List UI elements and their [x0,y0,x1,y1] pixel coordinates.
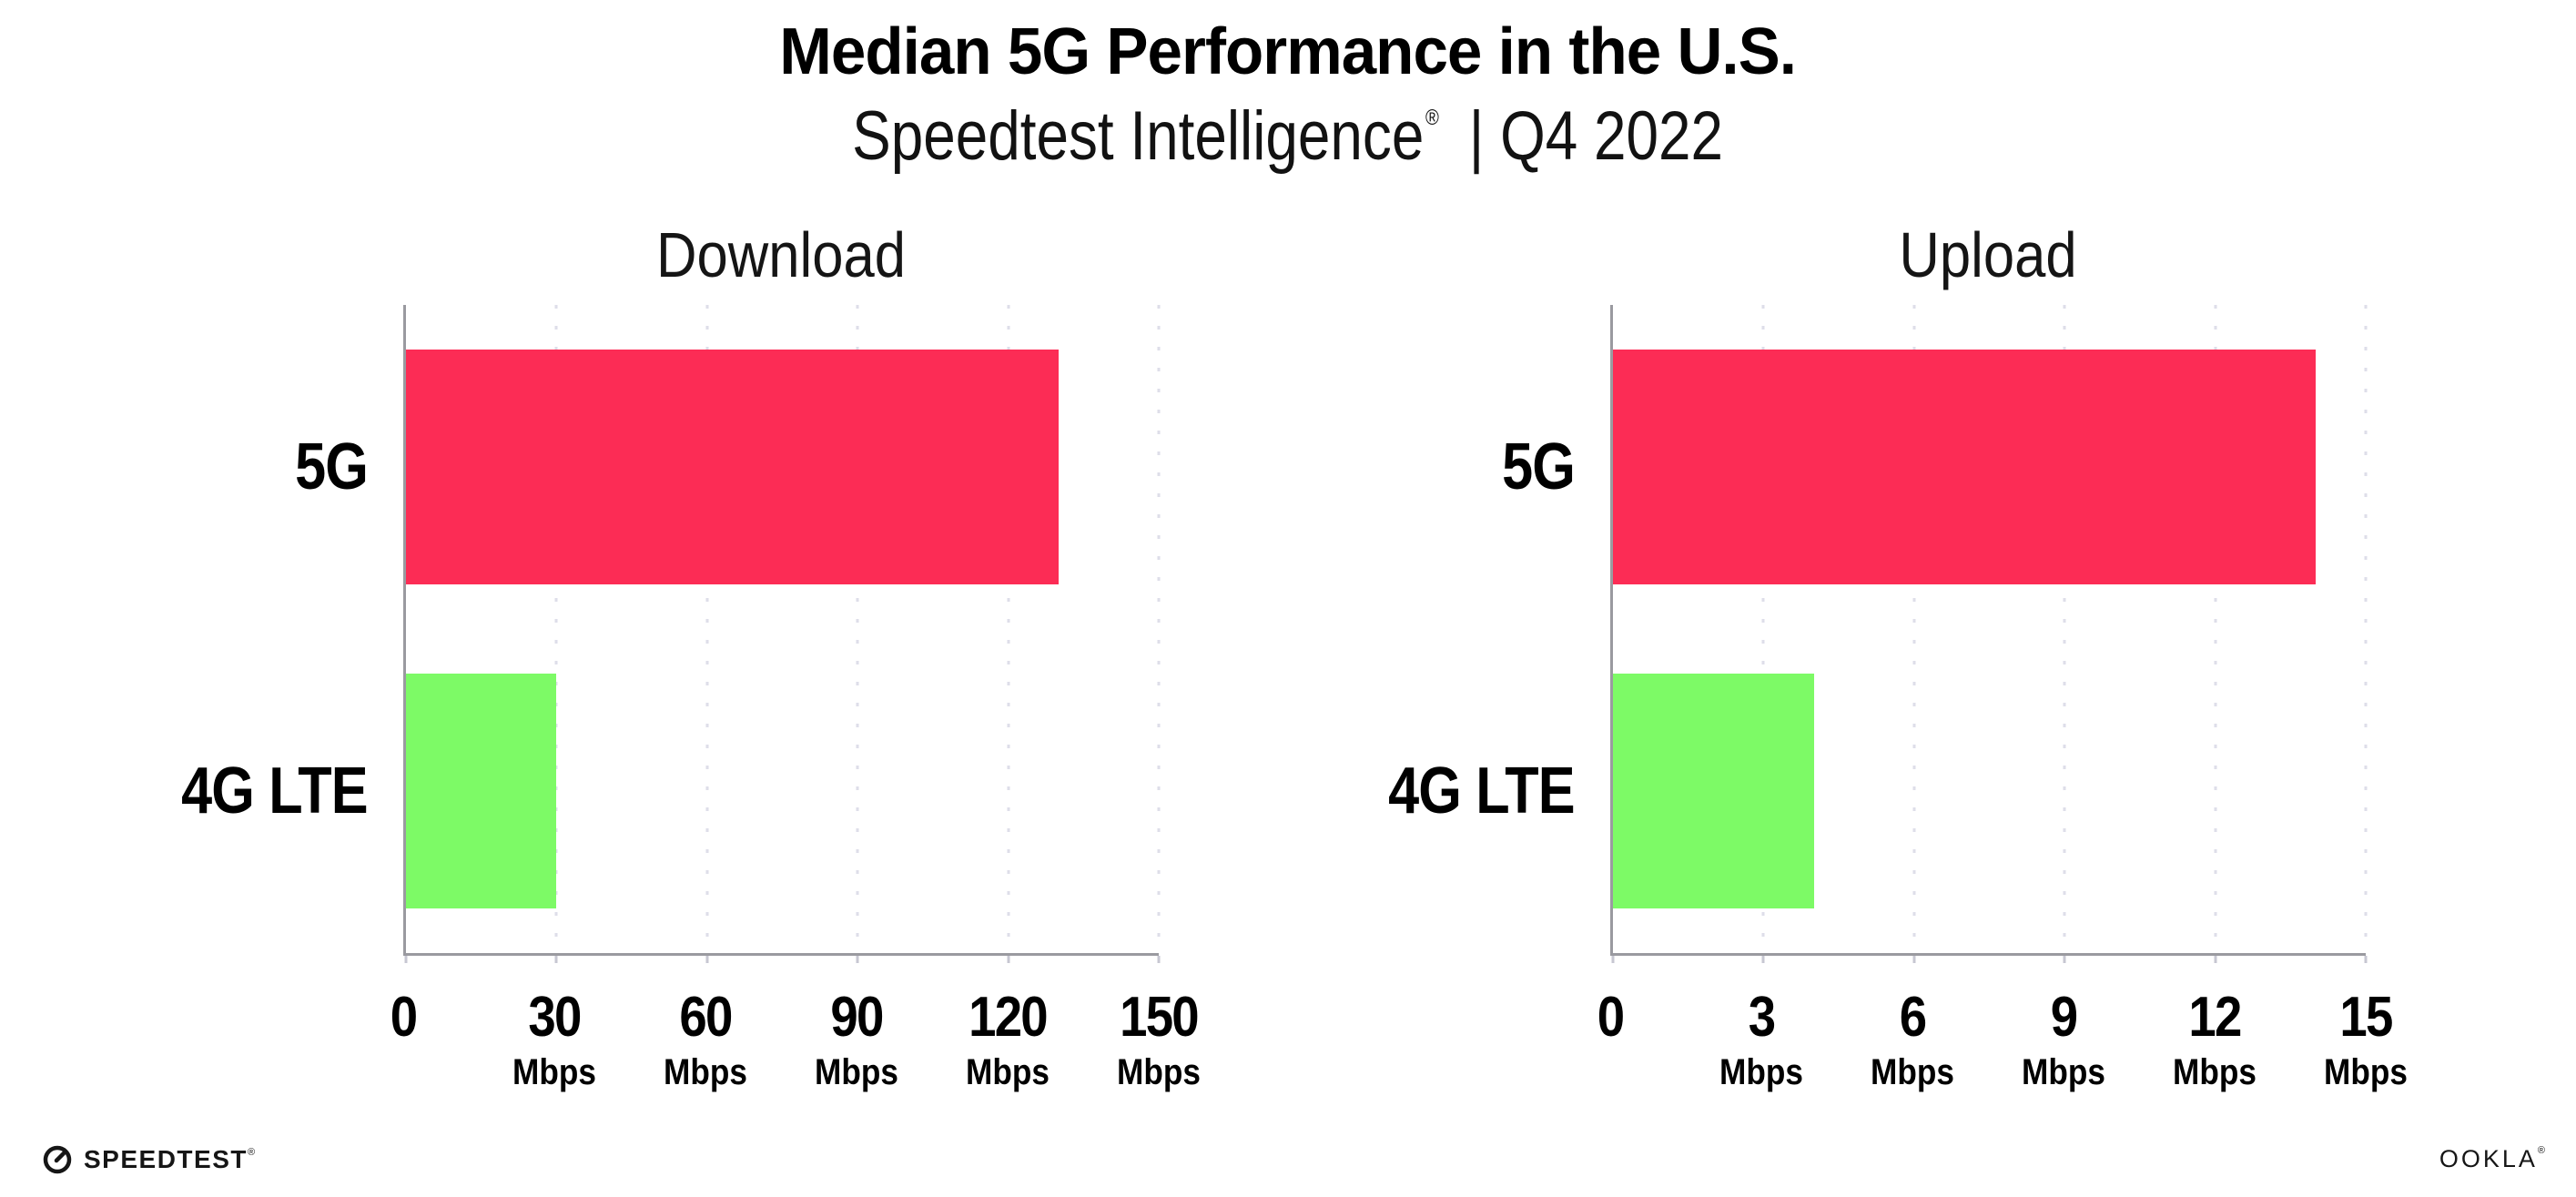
x-tick-value: 6 [1899,986,1927,1049]
upload-chart: Upload 5G 4G LTE 0 3 Mbps 6 Mbps 9 Mbps 12 Mbps 15… [1388,218,2408,1129]
x-tick-value: 90 [830,986,884,1049]
speedtest-gauge-icon [43,1145,72,1174]
x-tick-label-60: 60 Mbps [664,988,747,1090]
x-tick-unit: Mbps [1719,1052,1803,1093]
ookla-registered-mark: ® [2537,1145,2545,1156]
gridline-120 [1007,305,1010,953]
x-tick-label-150: 150 Mbps [1117,988,1201,1090]
page-title: Median 5G Performance in the U.S. [0,15,2576,89]
gridline-6 [1912,305,1916,953]
download-plot-area: 5G 4G LTE [181,305,1161,963]
x-tick-value: 15 [2339,986,2393,1049]
tick-mark-9 [2063,956,2066,963]
x-tick-unit: Mbps [664,1052,747,1093]
tick-mark-3 [1761,956,1765,963]
gridline-15 [2364,305,2368,953]
x-tick-label-6: 6 Mbps [1871,988,1954,1090]
x-tick-unit: Mbps [1117,1052,1201,1093]
speedtest-logo: SPEEDTEST® [42,1144,255,1175]
x-tick-label-15: 15 Mbps [2324,988,2408,1090]
gridline-3 [1761,305,1765,953]
tick-mark-150 [1157,956,1161,963]
x-tick-value: 12 [2188,986,2242,1049]
x-tick-label-12: 12 Mbps [2173,988,2257,1090]
upload-x-axis-labels: 0 3 Mbps 6 Mbps 9 Mbps 12 Mbps 15 Mbps [1597,988,2408,1124]
gridline-12 [2214,305,2217,953]
x-tick-value: 9 [2050,986,2078,1049]
bar-5g [406,350,1059,584]
speedtest-wordmark: SPEEDTEST [84,1145,248,1173]
tick-mark-0 [1611,956,1615,963]
page-title-text: Median 5G Performance in the U.S. [779,15,1798,88]
x-tick-label-120: 120 Mbps [966,988,1050,1090]
x-tick-unit: Mbps [1871,1052,1954,1093]
download-chart: Download 5G 4G LTE 0 30 Mbps 60 Mbps 90 Mbps 120… [181,218,1201,1129]
tick-mark-90 [856,956,859,963]
ookla-logo: OOKLA ® [2439,1145,2545,1173]
x-tick-label-0: 0 [390,986,418,1049]
tick-mark-30 [554,956,558,963]
x-tick-value: 120 [969,986,1049,1049]
subtitle-brand: Speedtest Intelligence [852,97,1425,175]
gridline-60 [705,305,709,953]
bar-4g-lte [1613,674,1814,908]
registered-trademark-icon: ® [1425,106,1440,130]
tick-mark-60 [705,956,709,963]
x-tick-label-30: 30 Mbps [512,988,596,1090]
x-tick-value: 0 [390,986,418,1049]
page-subtitle: Speedtest Intelligence® | Q4 2022 [0,96,2576,176]
y-label-4g-lte: 4G LTE [1388,755,1575,827]
x-tick-unit: Mbps [966,1052,1050,1093]
ookla-wordmark: OOKLA [2439,1145,2538,1172]
x-tick-unit: Mbps [2324,1052,2408,1093]
gridline-150 [1157,305,1161,953]
speedtest-registered-mark: ® [247,1147,256,1158]
x-tick-value: 60 [679,986,733,1049]
x-tick-label-0: 0 [1597,986,1625,1049]
bar-4g-lte [406,674,557,908]
gridline-30 [554,305,558,953]
tick-mark-0 [404,956,408,963]
download-chart-title: Download [656,219,906,290]
y-label-5g: 5G [295,431,369,503]
tick-mark-120 [1007,956,1010,963]
gridline-90 [856,305,859,953]
download-x-axis-labels: 0 30 Mbps 60 Mbps 90 Mbps 120 Mbps 150 Mbps [390,988,1201,1124]
tick-mark-12 [2214,956,2217,963]
x-tick-unit: Mbps [2022,1052,2105,1093]
tick-mark-15 [2364,956,2368,963]
upload-plot-area: 5G 4G LTE [1388,305,2368,963]
gridline-9 [2063,305,2066,953]
bar-5g [1613,350,2316,584]
x-tick-value: 30 [528,986,582,1049]
x-tick-unit: Mbps [512,1052,596,1093]
x-tick-value: 0 [1597,986,1625,1049]
x-tick-label-90: 90 Mbps [815,988,898,1090]
subtitle-period: | Q4 2022 [1469,97,1724,175]
x-tick-value: 150 [1120,986,1200,1049]
x-tick-unit: Mbps [815,1052,898,1093]
x-tick-label-3: 3 Mbps [1719,988,1803,1090]
x-tick-label-9: 9 Mbps [2022,988,2105,1090]
y-label-4g-lte: 4G LTE [181,755,368,827]
x-tick-value: 3 [1748,986,1776,1049]
tick-mark-6 [1912,956,1916,963]
y-label-5g: 5G [1502,431,1576,503]
upload-chart-title: Upload [1899,219,2077,290]
x-tick-unit: Mbps [2173,1052,2257,1093]
